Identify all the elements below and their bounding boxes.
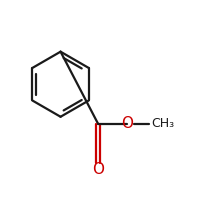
- Text: O: O: [92, 162, 104, 177]
- Text: O: O: [121, 116, 133, 131]
- Text: CH₃: CH₃: [151, 117, 174, 130]
